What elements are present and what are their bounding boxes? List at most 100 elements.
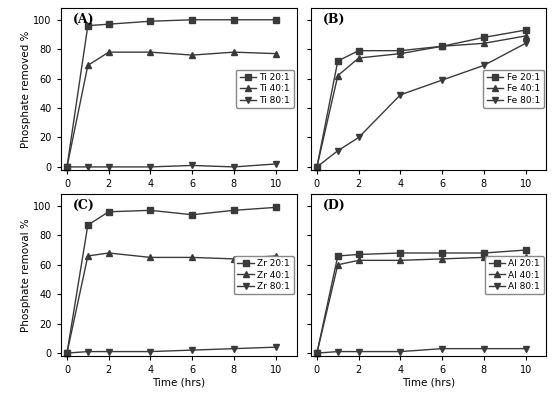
Zr 20:1 bbox=[231, 208, 237, 213]
Fe 20:1 bbox=[355, 48, 362, 53]
Al 20:1 bbox=[522, 248, 529, 252]
Ti 80:1 bbox=[147, 164, 154, 169]
Zr 80:1 bbox=[189, 348, 195, 352]
Fe 20:1 bbox=[522, 28, 529, 32]
Y-axis label: Phosphate removed %: Phosphate removed % bbox=[20, 30, 30, 148]
Ti 20:1 bbox=[231, 17, 237, 22]
Fe 80:1 bbox=[314, 164, 320, 169]
Line: Ti 20:1: Ti 20:1 bbox=[64, 17, 278, 170]
Ti 80:1 bbox=[231, 164, 237, 169]
Zr 40:1 bbox=[189, 255, 195, 260]
Zr 80:1 bbox=[84, 349, 91, 354]
Line: Zr 80:1: Zr 80:1 bbox=[64, 344, 278, 356]
Zr 20:1 bbox=[105, 209, 112, 214]
Fe 80:1 bbox=[397, 92, 404, 97]
Fe 40:1 bbox=[335, 73, 341, 78]
Zr 40:1 bbox=[272, 254, 279, 258]
Zr 40:1 bbox=[147, 255, 154, 260]
Ti 20:1 bbox=[105, 22, 112, 26]
Fe 20:1 bbox=[481, 35, 487, 40]
Fe 80:1 bbox=[355, 135, 362, 140]
Fe 80:1 bbox=[481, 63, 487, 68]
Line: Al 80:1: Al 80:1 bbox=[314, 346, 528, 356]
Ti 40:1 bbox=[231, 50, 237, 54]
Legend: Zr 20:1, Zr 40:1, Zr 80:1: Zr 20:1, Zr 40:1, Zr 80:1 bbox=[234, 256, 294, 294]
Line: Fe 20:1: Fe 20:1 bbox=[314, 27, 528, 170]
Fe 40:1 bbox=[481, 41, 487, 46]
Al 20:1 bbox=[314, 351, 320, 356]
Zr 80:1 bbox=[231, 346, 237, 351]
Ti 40:1 bbox=[189, 53, 195, 58]
Zr 20:1 bbox=[189, 212, 195, 217]
Zr 20:1 bbox=[147, 208, 154, 213]
Ti 40:1 bbox=[63, 164, 70, 169]
Zr 20:1 bbox=[272, 205, 279, 210]
Fe 40:1 bbox=[439, 44, 445, 49]
Al 80:1 bbox=[355, 349, 362, 354]
Text: (C): (C) bbox=[72, 199, 94, 212]
Al 40:1 bbox=[335, 262, 341, 267]
Al 20:1 bbox=[397, 250, 404, 255]
Legend: Al 20:1, Al 40:1, Al 80:1: Al 20:1, Al 40:1, Al 80:1 bbox=[485, 256, 544, 294]
Al 80:1 bbox=[314, 351, 320, 356]
Fe 40:1 bbox=[314, 164, 320, 169]
Legend: Fe 20:1, Fe 40:1, Fe 80:1: Fe 20:1, Fe 40:1, Fe 80:1 bbox=[484, 70, 544, 108]
Zr 40:1 bbox=[105, 250, 112, 255]
Line: Al 20:1: Al 20:1 bbox=[314, 247, 528, 356]
Fe 40:1 bbox=[355, 56, 362, 60]
Fe 80:1 bbox=[439, 78, 445, 82]
Al 20:1 bbox=[355, 252, 362, 257]
Al 80:1 bbox=[481, 346, 487, 351]
Text: (D): (D) bbox=[322, 199, 345, 212]
Zr 80:1 bbox=[63, 351, 70, 356]
Ti 20:1 bbox=[147, 19, 154, 24]
Fe 20:1 bbox=[439, 44, 445, 49]
Ti 20:1 bbox=[189, 17, 195, 22]
Zr 80:1 bbox=[147, 349, 154, 354]
Al 80:1 bbox=[335, 349, 341, 354]
Al 40:1 bbox=[439, 256, 445, 261]
Ti 40:1 bbox=[105, 50, 112, 54]
Ti 80:1 bbox=[63, 164, 70, 169]
Zr 40:1 bbox=[84, 254, 91, 258]
Legend: Ti 20:1, Ti 40:1, Ti 80:1: Ti 20:1, Ti 40:1, Ti 80:1 bbox=[236, 70, 294, 108]
Al 40:1 bbox=[397, 258, 404, 263]
Ti 80:1 bbox=[84, 164, 91, 169]
Line: Zr 20:1: Zr 20:1 bbox=[64, 205, 278, 356]
Ti 20:1 bbox=[84, 23, 91, 28]
Al 40:1 bbox=[355, 258, 362, 263]
Ti 80:1 bbox=[105, 164, 112, 169]
Ti 20:1 bbox=[272, 17, 279, 22]
Zr 80:1 bbox=[272, 345, 279, 350]
Al 20:1 bbox=[335, 254, 341, 258]
Ti 40:1 bbox=[147, 50, 154, 54]
Text: (A): (A) bbox=[72, 13, 94, 26]
Zr 40:1 bbox=[63, 351, 70, 356]
Line: Al 40:1: Al 40:1 bbox=[314, 255, 528, 356]
Fe 40:1 bbox=[522, 34, 529, 38]
Al 80:1 bbox=[397, 349, 404, 354]
X-axis label: Time (hrs): Time (hrs) bbox=[402, 378, 455, 388]
Fe 20:1 bbox=[397, 48, 404, 53]
Fe 80:1 bbox=[522, 41, 529, 46]
Al 80:1 bbox=[439, 346, 445, 351]
Line: Ti 80:1: Ti 80:1 bbox=[64, 161, 278, 170]
Al 80:1 bbox=[522, 346, 529, 351]
Fe 80:1 bbox=[335, 148, 341, 153]
Ti 80:1 bbox=[272, 162, 279, 166]
Zr 40:1 bbox=[231, 256, 237, 261]
Fe 20:1 bbox=[335, 58, 341, 63]
Ti 80:1 bbox=[189, 163, 195, 168]
Line: Zr 40:1: Zr 40:1 bbox=[64, 250, 278, 356]
Ti 40:1 bbox=[84, 63, 91, 68]
Ti 20:1 bbox=[63, 164, 70, 169]
Text: (B): (B) bbox=[322, 13, 345, 26]
Ti 40:1 bbox=[272, 51, 279, 56]
Al 20:1 bbox=[481, 250, 487, 255]
Zr 80:1 bbox=[105, 349, 112, 354]
Line: Ti 40:1: Ti 40:1 bbox=[64, 49, 278, 170]
Line: Fe 80:1: Fe 80:1 bbox=[314, 40, 528, 170]
Zr 20:1 bbox=[63, 351, 70, 356]
Al 20:1 bbox=[439, 250, 445, 255]
Al 40:1 bbox=[522, 255, 529, 260]
